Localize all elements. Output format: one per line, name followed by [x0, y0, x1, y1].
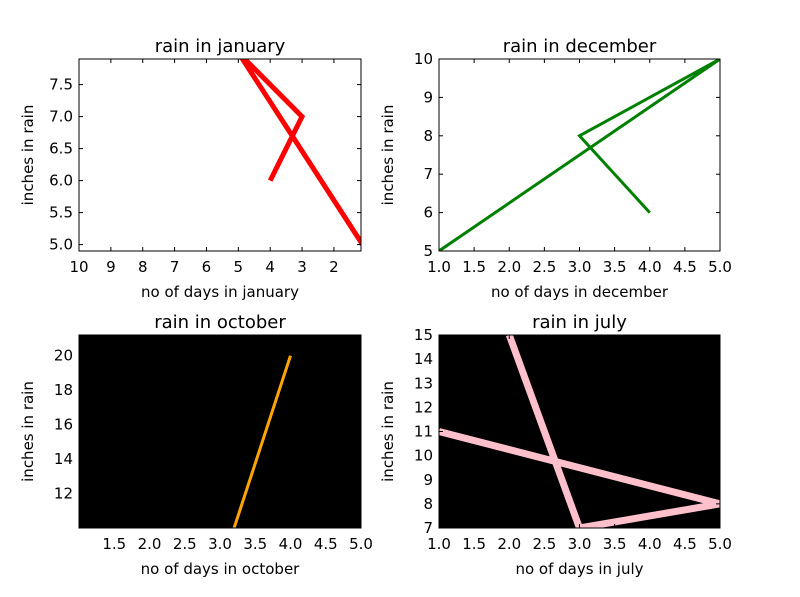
x-tick-label: 7 — [170, 258, 180, 276]
y-tick-label: 16 — [54, 416, 73, 434]
x-tick-label: 3.0 — [568, 258, 592, 276]
series-line-1 — [439, 59, 720, 251]
x-tick-label: 10 — [69, 258, 88, 276]
x-axis-label: no of days in july — [515, 560, 643, 578]
x-tick-label: 4.5 — [673, 258, 697, 276]
x-tick-label: 5.0 — [349, 535, 373, 553]
x-tick-label: 4.0 — [279, 535, 303, 553]
x-tick-label: 3 — [297, 258, 307, 276]
x-tick-label: 2 — [329, 258, 339, 276]
chart-title: rain in july — [532, 312, 627, 333]
y-tick-label: 7.0 — [49, 108, 73, 126]
y-tick-label: 10 — [414, 447, 433, 465]
x-tick-label: 3.0 — [208, 535, 232, 553]
y-tick-label: 9 — [423, 471, 433, 489]
y-axis-label: inches in rain — [379, 381, 397, 482]
y-tick-label: 5.5 — [49, 204, 73, 222]
x-tick-label: 4.0 — [638, 535, 662, 553]
y-tick-label: 11 — [414, 423, 433, 441]
y-tick-label: 7 — [423, 165, 433, 183]
y-tick-label: 6.5 — [49, 140, 73, 158]
x-tick-label: 2.0 — [138, 535, 162, 553]
x-tick-label: 3.5 — [603, 258, 627, 276]
series-line-1 — [239, 59, 361, 246]
axes-frame — [438, 334, 721, 529]
y-tick-label: 8 — [423, 127, 433, 145]
x-tick-label: 2.5 — [173, 535, 197, 553]
x-tick-label: 9 — [106, 258, 116, 276]
x-tick-label: 1.5 — [462, 535, 486, 553]
plot-area — [79, 59, 361, 251]
x-tick-label: 3.5 — [603, 535, 627, 553]
x-tick-label: 2.5 — [532, 535, 556, 553]
x-tick-label: 1.5 — [462, 258, 486, 276]
y-axis-label: inches in rain — [19, 381, 37, 482]
y-tick-label: 12 — [54, 485, 73, 503]
y-tick-label: 5 — [423, 242, 433, 260]
y-tick-label: 7 — [423, 519, 433, 537]
x-axis-label: no of days in december — [491, 283, 669, 301]
y-tick-label: 7.5 — [49, 76, 73, 94]
y-tick-label: 14 — [54, 450, 73, 468]
x-tick-label: 1.0 — [427, 535, 451, 553]
x-tick-label: 1.0 — [427, 258, 451, 276]
subplot-2: 1.0 1.5 2.0 2.5 3.0 3.5 4.0 4.5 5.0 5 6 7 8 9 10 rain i… — [379, 36, 732, 301]
y-tick-label: 20 — [54, 347, 73, 365]
x-tick-label: 5 — [234, 258, 244, 276]
x-tick-label: 2.5 — [532, 258, 556, 276]
x-tick-label: 6 — [202, 258, 212, 276]
chart-title: rain in december — [503, 36, 657, 57]
plot-area — [439, 335, 720, 528]
axes-frame — [438, 58, 721, 252]
y-axis-label: inches in rain — [19, 105, 37, 206]
x-tick-label: 2.0 — [497, 535, 521, 553]
x-tick-label: 4 — [265, 258, 275, 276]
series-line-1 — [439, 335, 720, 528]
x-tick-label: 4.5 — [673, 535, 697, 553]
plot-area — [79, 335, 361, 528]
x-tick-label: 1.5 — [102, 535, 126, 553]
chart-title: rain in october — [154, 312, 286, 333]
x-tick-label: 3.0 — [568, 535, 592, 553]
y-axis-label: inches in rain — [379, 105, 397, 206]
x-tick-label: 5.0 — [708, 258, 732, 276]
x-tick-label: 4.0 — [638, 258, 662, 276]
axes-frame — [78, 58, 362, 252]
subplot-1: 10 9 8 7 6 5 4 3 2 5.0 5.5 6.0 6.5 7.0 7.5 rain in janu… — [19, 36, 362, 301]
x-tick-label: 3.5 — [243, 535, 267, 553]
y-tick-label: 13 — [414, 374, 433, 392]
x-tick-label: 2.0 — [497, 258, 521, 276]
series-line-1 — [232, 355, 292, 528]
y-tick-label: 6 — [423, 204, 433, 222]
y-tick-label: 14 — [414, 350, 433, 368]
chart-title: rain in january — [155, 36, 286, 57]
axes-frame — [78, 334, 362, 529]
x-tick-label: 4.5 — [314, 535, 338, 553]
x-axis-label: no of days in january — [141, 283, 299, 301]
y-tick-label: 18 — [54, 381, 73, 399]
y-tick-label: 15 — [414, 326, 433, 344]
y-tick-label: 5.0 — [49, 236, 73, 254]
y-tick-label: 10 — [414, 50, 433, 68]
x-tick-label: 5.0 — [708, 535, 732, 553]
subplot-3: 1.5 2.0 2.5 3.0 3.5 4.0 4.5 5.0 12 14 16 18 20 rain i… — [19, 312, 373, 578]
y-tick-label: 6.0 — [49, 172, 73, 190]
x-axis-label: no of days in october — [141, 560, 301, 578]
y-tick-label: 8 — [423, 495, 433, 513]
y-tick-label: 12 — [414, 398, 433, 416]
subplot-4: 1.0 1.5 2.0 2.5 3.0 3.5 4.0 4.5 5.0 7 8 9 10 11 12 13 14… — [379, 312, 732, 578]
x-tick-label: 8 — [138, 258, 148, 276]
y-tick-label: 9 — [423, 88, 433, 106]
